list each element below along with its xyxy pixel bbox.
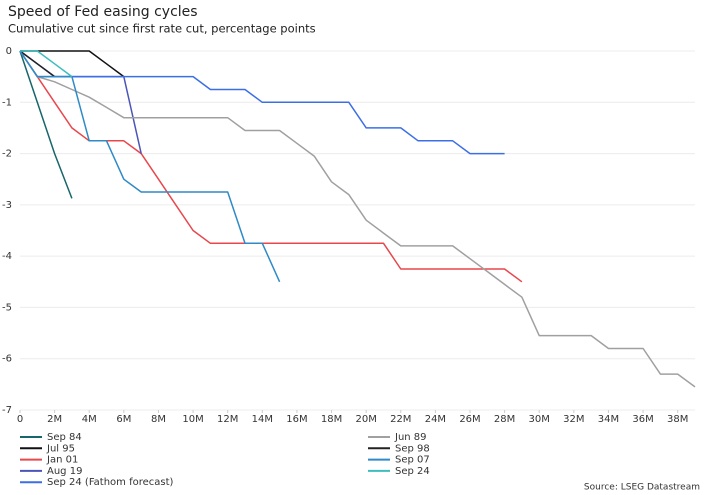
y-tick-label: -1 [2,97,12,108]
x-tick-label: 16M [286,414,307,425]
legend-label: Sep 07 [395,455,430,466]
legend-label: Aug 19 [47,466,82,477]
x-tick-label: 20M [355,414,376,425]
x-tick-label: 2M [47,414,62,425]
series-line [19,50,505,155]
source-note: Source: LSEG Datastream [584,483,700,493]
series-line [20,50,73,78]
x-tick-label: 24M [425,414,446,425]
series-line [19,50,696,388]
x-tick-label: 22M [390,414,411,425]
x-tick-label: 26M [459,414,480,425]
x-tick-label: 36M [632,414,653,425]
legend-label: Sep 24 (Fathom forecast) [47,477,174,488]
y-tick-label: -3 [2,200,12,211]
x-tick-label: 8M [151,414,166,425]
series-line [19,50,56,78]
x-tick-label: 38M [667,414,688,425]
y-tick-label: -6 [2,354,12,365]
legend-label: Jan 01 [46,455,78,466]
x-tick-label: 34M [598,414,619,425]
legend-label: Sep 98 [395,443,430,454]
legend-label: Sep 24 [395,466,430,477]
x-tick-label: 6M [116,414,131,425]
x-tick-label: 4M [82,414,97,425]
x-tick-label: 28M [494,414,515,425]
x-tick-label: 12M [217,414,238,425]
legend-label: Jul 95 [46,443,75,454]
y-tick-label: -5 [2,302,12,313]
x-tick-label: 18M [321,414,342,425]
legend-label: Jun 89 [394,432,427,443]
x-tick-label: 0 [17,414,23,425]
y-tick-label: -2 [2,149,12,160]
chart-subtitle: Cumulative cut since first rate cut, per… [8,22,316,36]
series-line [19,50,73,199]
x-tick-label: 30M [529,414,550,425]
series-line [19,50,523,283]
x-tick-label: 14M [252,414,273,425]
x-tick-label: 32M [563,414,584,425]
x-tick-label: 10M [182,414,203,425]
y-tick-label: 0 [6,46,12,57]
y-tick-label: -7 [2,405,12,416]
legend-label: Sep 84 [47,432,82,443]
y-tick-label: -4 [2,251,12,262]
series-line [19,50,281,283]
chart-title: Speed of Fed easing cycles [8,4,198,20]
